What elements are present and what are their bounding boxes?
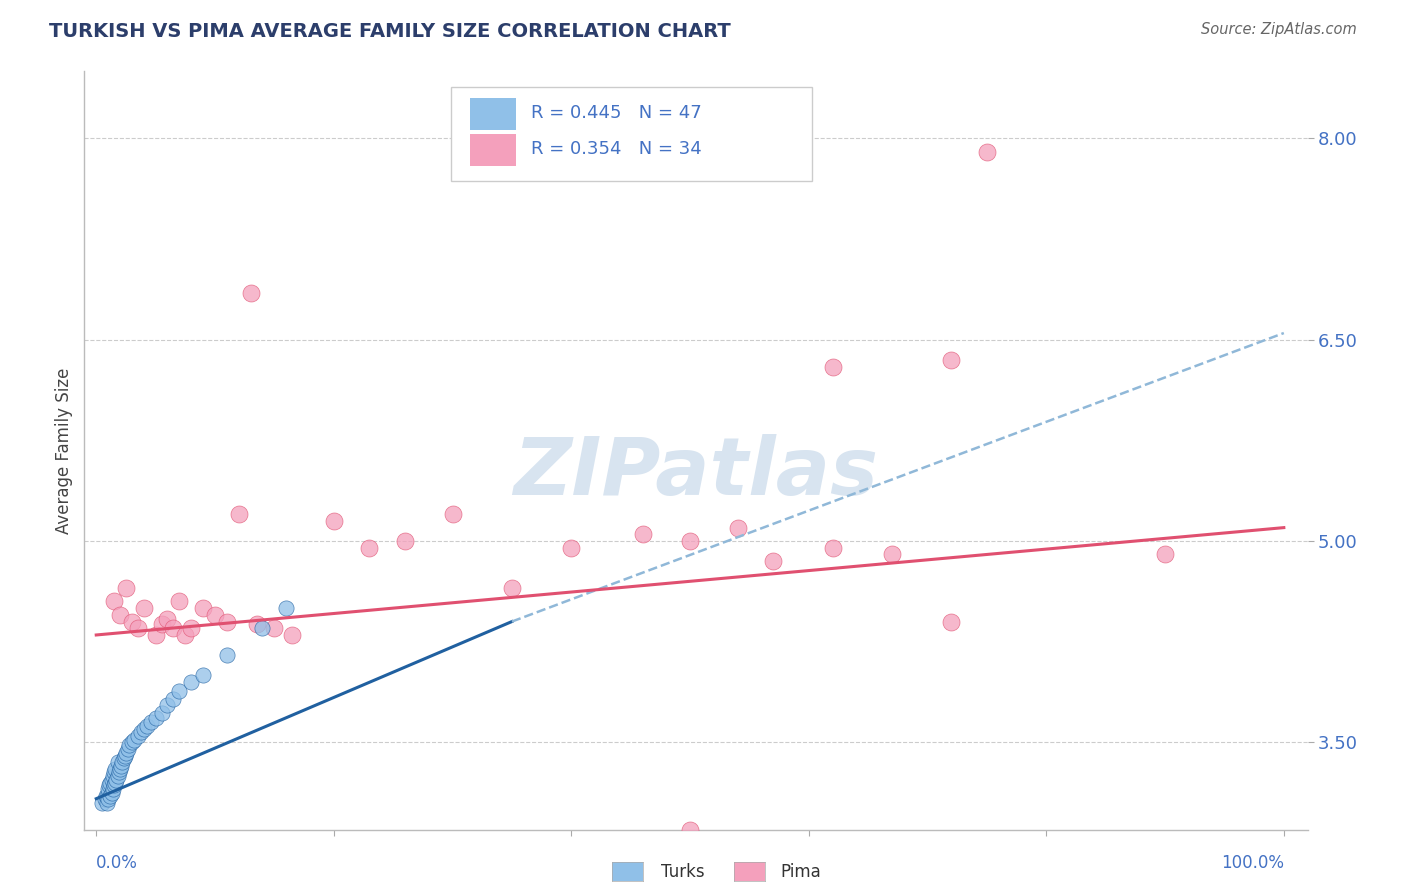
Point [100,772,122,787]
Point [103,764,125,779]
Point [127,621,149,635]
Point [252,621,274,635]
Point [204,607,226,622]
Point [762,554,785,568]
Point [169,594,191,608]
Point [145,711,167,725]
Point [215,615,238,629]
Point [631,527,654,541]
Point [359,541,381,555]
Point [941,615,963,629]
Point [127,729,149,743]
Text: 0.0%: 0.0% [96,854,138,871]
Point [880,548,903,562]
Point [117,742,139,756]
Point [122,732,145,747]
Point [263,621,285,635]
Point [103,778,125,792]
Point [104,762,127,776]
Text: Pima: Pima [780,863,821,881]
Point [115,746,138,760]
Point [501,581,523,595]
Point [97,786,120,800]
Point [107,764,129,779]
Point [821,359,844,374]
FancyBboxPatch shape [451,87,813,181]
Point [180,621,202,635]
Point [174,628,197,642]
Point [101,769,124,783]
Point [91,796,114,810]
Point [727,521,749,535]
Point [96,796,118,810]
Point [118,738,141,752]
Point [239,285,262,300]
Point [105,772,128,787]
Point [98,778,121,792]
Text: Turks: Turks [661,863,704,881]
Point [276,601,298,615]
Point [941,352,963,367]
Point [112,751,135,765]
Point [110,759,132,773]
Point [180,675,202,690]
Point [1154,548,1177,562]
Point [976,145,998,159]
Point [100,786,122,800]
Point [132,722,155,736]
Point [145,628,167,642]
Point [679,534,702,549]
Point [281,628,304,642]
Point [101,782,124,797]
Point [108,607,131,622]
Text: ZIPatlas: ZIPatlas [513,434,879,512]
Point [121,615,143,629]
Text: Source: ZipAtlas.com: Source: ZipAtlas.com [1201,22,1357,37]
Point [97,782,120,797]
Point [121,735,143,749]
Point [139,715,162,730]
Point [94,789,117,803]
Point [103,594,125,608]
Point [560,541,582,555]
Point [441,507,464,521]
Point [107,756,129,770]
Point [169,684,191,698]
Point [191,668,214,682]
Point [132,601,155,615]
Point [114,748,136,763]
FancyBboxPatch shape [470,135,516,166]
Point [394,534,416,549]
Point [162,621,184,635]
Point [245,617,267,632]
Point [679,822,702,837]
Point [322,514,344,528]
Point [115,581,138,595]
Point [150,617,173,632]
Point [97,791,120,805]
Point [100,775,122,789]
Text: TURKISH VS PIMA AVERAGE FAMILY SIZE CORRELATION CHART: TURKISH VS PIMA AVERAGE FAMILY SIZE CORR… [49,22,731,41]
Point [156,698,179,712]
Point [108,762,131,776]
FancyBboxPatch shape [470,98,516,129]
Point [228,507,250,521]
Point [131,724,153,739]
Text: R = 0.354   N = 34: R = 0.354 N = 34 [531,140,702,159]
Text: 100.0%: 100.0% [1220,854,1284,871]
Point [821,541,844,555]
Point [136,719,159,733]
Point [111,756,134,770]
Point [100,789,122,803]
Text: R = 0.445   N = 47: R = 0.445 N = 47 [531,104,702,122]
Point [104,775,127,789]
Point [156,612,179,626]
Point [93,791,115,805]
Point [150,706,173,720]
Point [215,648,238,662]
Point [162,692,184,706]
Y-axis label: Average Family Size: Average Family Size [55,368,73,533]
Point [107,769,129,783]
Point [191,601,214,615]
